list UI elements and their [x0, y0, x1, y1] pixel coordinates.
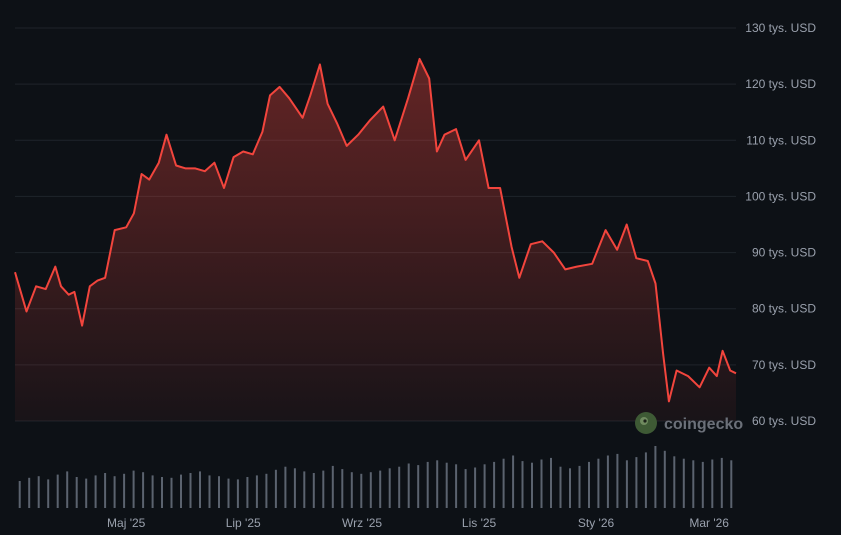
volume-bar — [123, 473, 126, 508]
volume-bar — [113, 476, 116, 508]
volume-bar — [170, 477, 173, 508]
volume-bar — [47, 479, 50, 508]
volume-bar — [199, 471, 201, 508]
y-tick-label: 60 tys. USD — [752, 414, 816, 428]
volume-bar — [512, 455, 515, 508]
volume-bar — [227, 478, 230, 508]
volume-bar — [312, 473, 315, 508]
volume-bar — [673, 456, 676, 508]
volume-bar — [379, 470, 382, 508]
y-axis-labels: 60 tys. USD 70 tys. USD 80 tys. USD 90 tys.… — [745, 21, 816, 428]
x-tick-label: Lip '25 — [226, 516, 261, 530]
volume-bar — [37, 476, 40, 508]
x-tick-label: Lis '25 — [462, 516, 497, 530]
volume-bar — [265, 473, 268, 508]
volume-bar — [635, 457, 638, 508]
x-tick-label: Sty '26 — [578, 516, 615, 530]
watermark: coingecko — [635, 412, 743, 434]
volume-bar — [18, 481, 21, 508]
volume-bar — [455, 464, 458, 508]
volume-bar — [360, 473, 363, 508]
volume-bar — [208, 475, 211, 508]
x-tick-label: Maj '25 — [107, 516, 146, 530]
volume-bar — [388, 468, 391, 508]
volume-bar — [246, 477, 249, 508]
y-tick-label: 70 tys. USD — [752, 358, 816, 372]
x-axis-labels: Maj '25 Lip '25 Wrz '25 Lis '25 Sty '26 Mar '… — [107, 516, 729, 530]
volume-bar — [94, 475, 97, 508]
volume-bar — [417, 465, 420, 508]
volume-bar — [711, 459, 714, 508]
volume-bar — [540, 459, 543, 508]
price-line — [14, 57, 737, 403]
volume-bar — [606, 455, 609, 508]
volume-bar — [578, 465, 581, 508]
volume-bar — [445, 462, 448, 508]
volume-bar — [625, 460, 628, 508]
volume-bar — [236, 479, 239, 508]
x-tick-label: Mar '26 — [689, 516, 729, 530]
watermark-text: coingecko — [664, 416, 743, 433]
volume-bar — [104, 473, 107, 508]
volume-bar — [426, 461, 429, 508]
volume-bar — [597, 458, 600, 508]
volume-bar — [56, 474, 59, 508]
volume-bar — [407, 463, 410, 508]
volume-bar — [663, 450, 666, 508]
y-tick-label: 130 tys. USD — [745, 21, 816, 35]
volume-bar — [369, 472, 372, 508]
volume-bar — [720, 457, 723, 508]
volume-bar — [85, 478, 88, 508]
price-area-fill — [15, 58, 736, 422]
volume-bar — [464, 469, 467, 508]
volume-bar — [180, 474, 182, 508]
volume-bar — [550, 457, 552, 508]
volume-bar — [692, 460, 695, 508]
volume-bar — [559, 466, 562, 508]
volume-bar — [474, 467, 477, 508]
volume-bar — [493, 461, 496, 508]
volume-bar — [255, 475, 258, 508]
volume-bar — [644, 452, 647, 508]
volume-bar — [151, 475, 154, 508]
volume-bar — [161, 477, 163, 508]
volume-bar — [436, 460, 439, 508]
volume-bars — [18, 446, 733, 508]
y-tick-label: 80 tys. USD — [752, 302, 816, 316]
volume-bar — [218, 476, 220, 508]
y-tick-label: 120 tys. USD — [745, 77, 816, 91]
volume-bar — [616, 453, 619, 508]
volume-bar — [730, 460, 733, 508]
volume-bar — [569, 468, 571, 508]
y-tick-label: 90 tys. USD — [752, 246, 816, 260]
volume-bar — [331, 465, 334, 508]
volume-bar — [341, 469, 344, 508]
volume-bar — [654, 446, 657, 508]
volume-bar — [142, 472, 145, 508]
volume-bar — [189, 473, 192, 508]
volume-bar — [531, 462, 533, 508]
volume-bar — [521, 461, 524, 508]
volume-bar — [483, 464, 486, 508]
volume-bar — [398, 466, 401, 508]
y-tick-label: 100 tys. USD — [745, 189, 816, 203]
volume-bar — [274, 469, 277, 508]
volume-bar — [28, 477, 31, 508]
volume-bar — [322, 470, 325, 508]
volume-bar — [350, 472, 353, 508]
y-tick-label: 110 tys. USD — [746, 133, 816, 147]
volume-bar — [701, 461, 704, 508]
volume-bar — [682, 458, 685, 508]
volume-bar — [132, 470, 135, 508]
volume-bar — [75, 477, 78, 508]
volume-bar — [293, 468, 296, 508]
x-tick-label: Wrz '25 — [342, 516, 382, 530]
volume-bar — [303, 471, 306, 508]
volume-bar — [284, 466, 287, 508]
volume-bar — [588, 461, 590, 508]
volume-bar — [66, 471, 69, 508]
volume-bar — [502, 458, 505, 508]
